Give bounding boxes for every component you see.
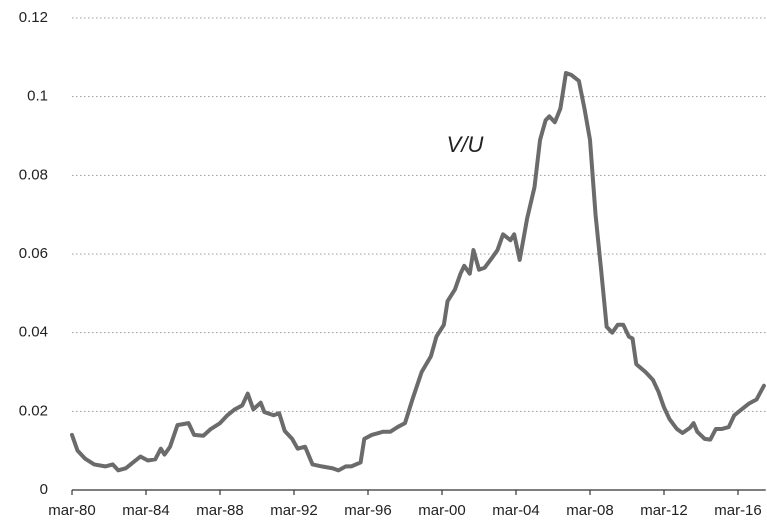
x-tick-label: mar-88 [196, 502, 244, 519]
data-line [70, 71, 766, 473]
x-tick-label: mar-96 [344, 502, 392, 519]
x-tick-label: mar-04 [492, 502, 540, 519]
x-tick-label: mar-80 [48, 502, 96, 519]
y-tick-label: 0 [40, 481, 48, 498]
y-tick-label: 0.08 [19, 166, 48, 183]
x-tick-label: mar-84 [122, 502, 170, 519]
y-tick-label: 0.02 [19, 402, 48, 419]
x-tick-label: mar-00 [418, 502, 466, 519]
annotation: V/U [447, 132, 484, 157]
y-tick-label: 0.12 [19, 9, 48, 26]
x-tick-label: mar-12 [640, 502, 688, 519]
x-tick-label: mar-92 [270, 502, 318, 519]
y-tick-label: 0.1 [27, 88, 48, 105]
x-tick-label: mar-08 [566, 502, 614, 519]
y-tick-label: 0.06 [19, 245, 48, 262]
y-tick-label: 0.04 [19, 324, 48, 341]
x-tick-label: mar-16 [714, 502, 762, 519]
